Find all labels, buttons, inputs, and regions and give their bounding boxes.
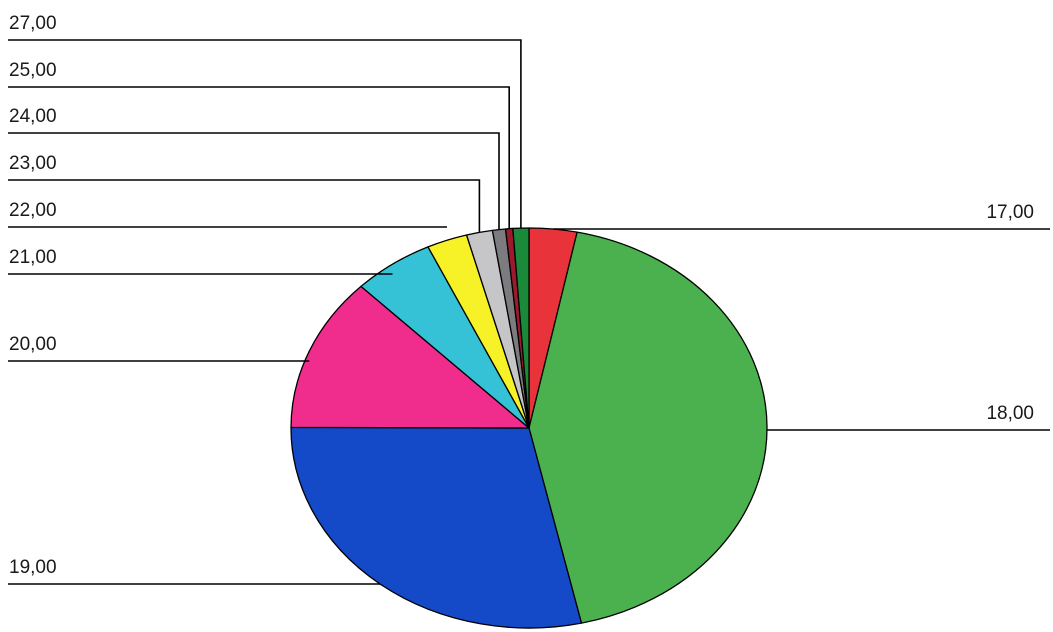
slice-label-19-00: 19,00 (9, 557, 57, 578)
slice-label-22-00: 22,00 (9, 200, 57, 221)
leader-lines (8, 39, 1050, 585)
slice-label-23-00: 23,00 (9, 153, 57, 174)
slice-label-24-00: 24,00 (9, 106, 57, 127)
slice-label-25-00: 25,00 (9, 60, 57, 81)
pie-slices (290, 227, 768, 629)
leader-line-25-00 (8, 86, 511, 229)
slice-label-21-00: 21,00 (9, 247, 57, 268)
slice-label-27-00: 27,00 (9, 13, 57, 34)
slice-labels: 17,00 18,00 19,00 20,00 21,00 22,00 23,00 24,00… (9, 13, 1034, 578)
pie-slice-27-00 (512, 227, 530, 429)
slice-label-17-00: 17,00 (986, 202, 1034, 223)
pie-slice-19-00 (290, 426, 583, 629)
pie-slice-20-00 (290, 285, 530, 429)
pie-slice-18-00 (528, 231, 768, 624)
leader-line-27-00 (8, 39, 522, 229)
leader-line-24-00 (8, 132, 500, 230)
slice-label-20-00: 20,00 (9, 334, 57, 355)
slice-label-18-00: 18,00 (986, 403, 1034, 424)
leader-line-23-00 (8, 179, 481, 233)
